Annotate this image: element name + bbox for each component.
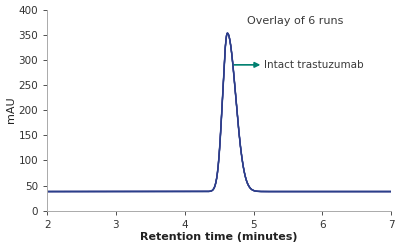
Text: Intact trastuzumab: Intact trastuzumab xyxy=(264,60,364,70)
Text: Overlay of 6 runs: Overlay of 6 runs xyxy=(247,16,343,26)
X-axis label: Retention time (minutes): Retention time (minutes) xyxy=(140,232,298,243)
Y-axis label: mAU: mAU xyxy=(6,97,16,124)
